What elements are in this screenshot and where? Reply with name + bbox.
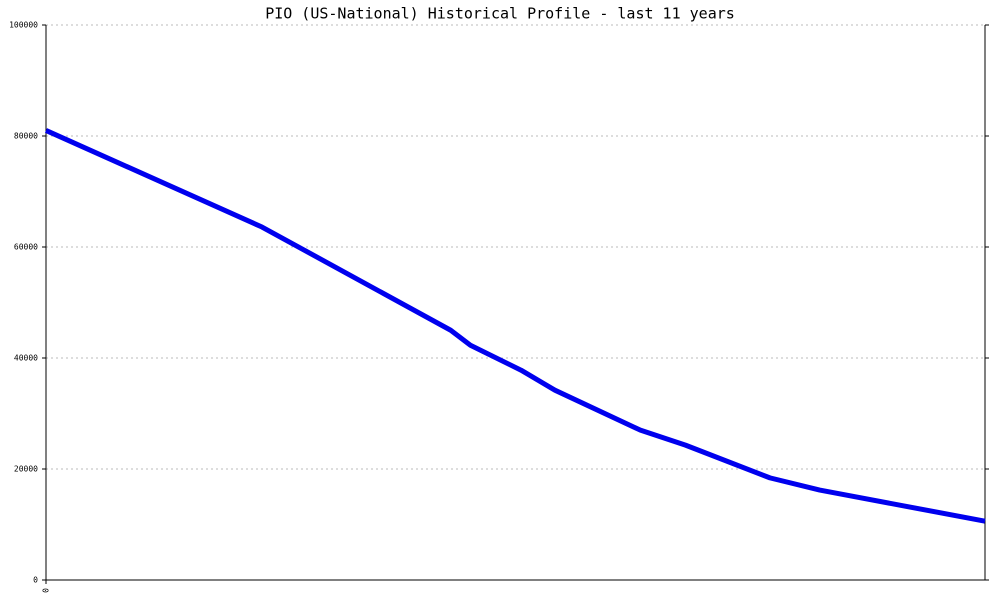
y-tick-label: 60000 bbox=[14, 243, 38, 252]
x-tick-label: 0 bbox=[42, 588, 51, 593]
y-tick-label: 20000 bbox=[14, 465, 38, 474]
y-tick-label: 100000 bbox=[9, 21, 38, 30]
y-tick-label: 80000 bbox=[14, 132, 38, 141]
y-tick-label: 0 bbox=[33, 576, 38, 585]
y-tick-label: 40000 bbox=[14, 354, 38, 363]
data-line bbox=[44, 128, 986, 524]
chart-title: PIO (US-National) Historical Profile - l… bbox=[265, 5, 735, 23]
